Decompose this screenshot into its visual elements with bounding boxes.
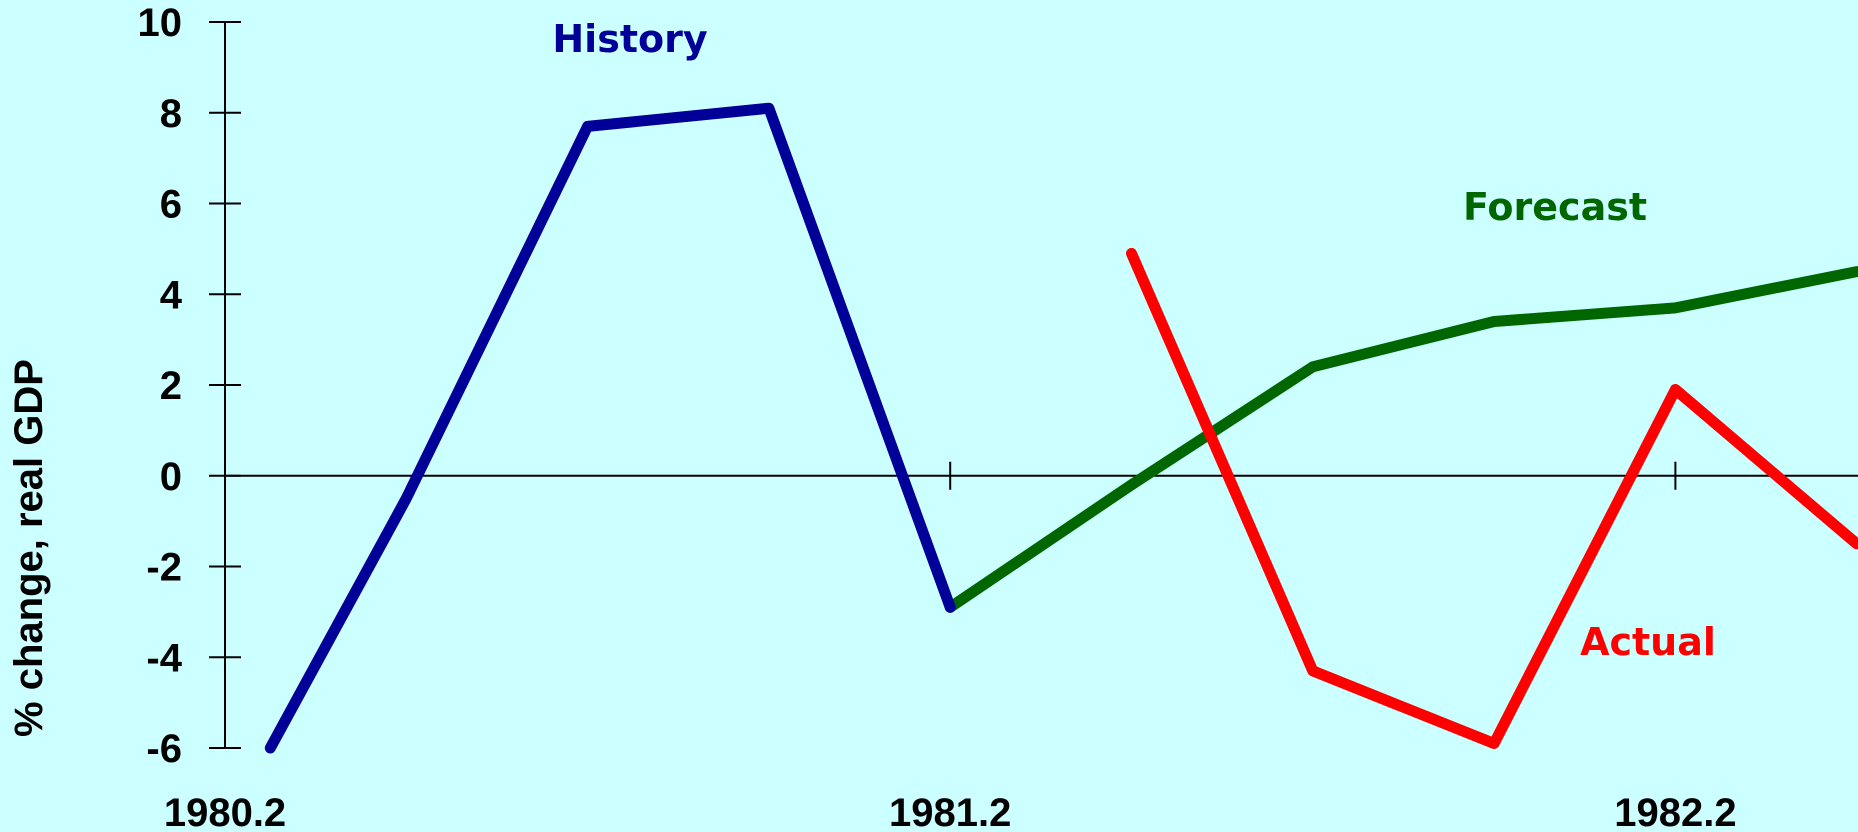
x-tick-label: 1980.2 — [164, 791, 286, 832]
series-label-history: History — [552, 17, 707, 61]
y-tick-label: -6 — [146, 727, 182, 771]
series-label-forecast: Forecast — [1463, 185, 1647, 229]
x-tick-label: 1982.2 — [1614, 791, 1736, 832]
x-tick-label: 1981.2 — [889, 791, 1011, 832]
series-line-history — [264, 102, 956, 754]
labels-layer: 10 8 6 4 2 0 -2 -4 -6 1980.2 1981.2 1982.2 Forecast H… — [138, 1, 1737, 832]
y-tick-label: 2 — [160, 364, 182, 408]
axes-layer — [209, 21, 1858, 749]
y-tick-label: -4 — [146, 636, 182, 680]
y-tick-label: 4 — [160, 273, 183, 317]
y-tick-label: 10 — [138, 1, 183, 45]
y-tick-label: 6 — [160, 183, 182, 227]
series-label-actual: Actual — [1580, 620, 1716, 664]
y-tick-label: -2 — [146, 546, 182, 590]
series-line-forecast — [944, 266, 1858, 613]
series-layer — [264, 102, 1858, 754]
y-tick-label: 0 — [160, 455, 182, 499]
series-line-actual — [1126, 247, 1858, 749]
y-axis-title: % change, real GDP — [7, 359, 51, 737]
y-tick-label: 8 — [160, 92, 182, 136]
